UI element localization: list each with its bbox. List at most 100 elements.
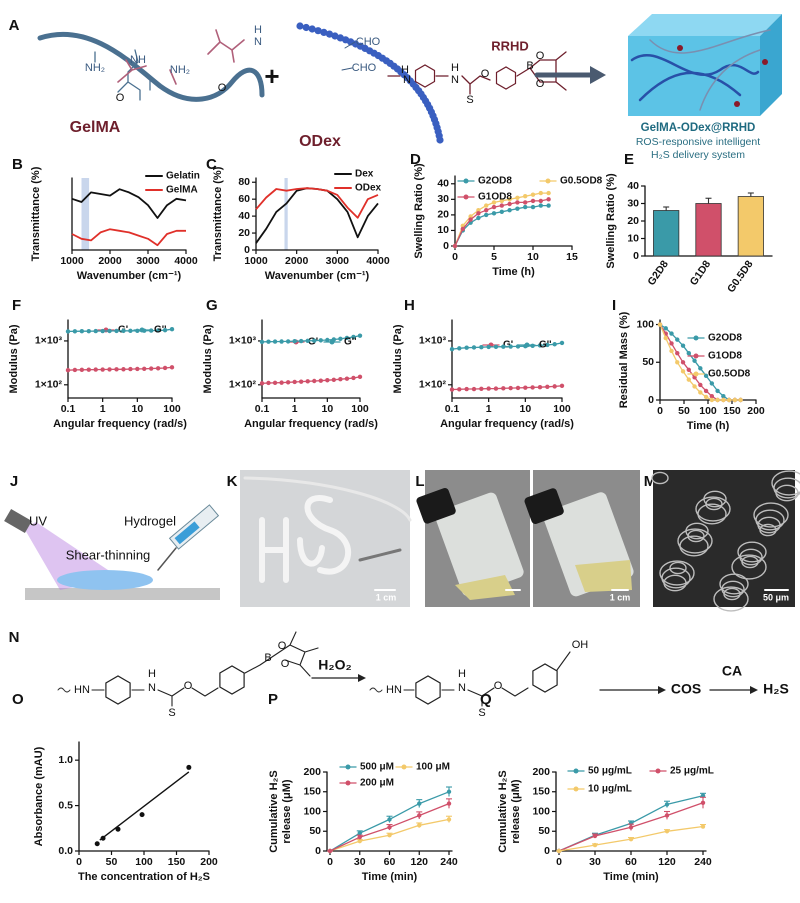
atom-label: N (148, 682, 156, 694)
legend-label: G'' (344, 337, 357, 348)
marker (476, 208, 481, 213)
marker (155, 366, 161, 371)
marker (476, 215, 481, 221)
sem-pore (669, 561, 687, 575)
marker (79, 329, 85, 334)
x-axis-label: Angular frequency (rad/s) (244, 418, 378, 430)
odex-name: ODex (299, 133, 341, 150)
point (94, 841, 100, 847)
y-tick-label: 0.5 (58, 799, 73, 811)
marker (468, 217, 473, 222)
y-tick-label: 60 (238, 193, 250, 205)
marker (552, 384, 557, 389)
marker (692, 384, 697, 389)
atom-label: H (148, 668, 156, 680)
panel-label: K (227, 473, 238, 490)
y-tick-label: 0 (315, 845, 321, 857)
sem-pore (695, 496, 731, 522)
marker (351, 375, 356, 381)
marker (135, 328, 140, 333)
marker (491, 200, 497, 205)
benzene-ring (495, 66, 517, 90)
y-tick-label: 100 (636, 318, 654, 330)
legend-label: G2OD8 (708, 333, 742, 344)
sem-pore (697, 503, 727, 525)
marker (128, 328, 133, 334)
y-tick-label: 100 (303, 805, 321, 817)
y-tick-label: 40 (437, 178, 449, 190)
marker (325, 337, 330, 343)
hydrogel-blob (57, 570, 153, 590)
marker (338, 336, 343, 341)
marker (292, 379, 297, 385)
x-tick-label: 150 (168, 856, 186, 868)
marker (663, 326, 668, 331)
marker (715, 397, 720, 403)
marker (515, 385, 521, 391)
marker (387, 825, 392, 830)
y-tick-label: 80 (238, 176, 250, 188)
marker (417, 801, 422, 806)
x-axis-label: Time (min) (362, 871, 418, 883)
marker (357, 374, 363, 380)
series-line (451, 385, 563, 391)
marker (107, 367, 112, 372)
stroke-line (344, 41, 356, 49)
x-tick-label: 10 (131, 403, 143, 415)
y-axis-label: Cumulative H₂S (268, 770, 280, 853)
atom-label: H (458, 668, 466, 680)
marker (709, 381, 715, 386)
marker (628, 836, 634, 842)
marker (100, 328, 105, 334)
sem-pore (663, 574, 687, 592)
marker (709, 394, 715, 399)
marker (515, 200, 520, 205)
marker (476, 211, 481, 216)
y-tick-label: 1×10³ (229, 335, 257, 347)
y-tick-label: 30 (437, 193, 449, 205)
methacryl (169, 29, 245, 85)
x-tick-label: 0 (76, 856, 82, 868)
marker (318, 338, 324, 343)
legend-label: 25 μg/mL (670, 766, 714, 777)
x-tick-label: 1000 (244, 255, 268, 267)
dextran-bead (331, 32, 339, 40)
marker (449, 387, 455, 392)
y-tick-label: 0.0 (58, 845, 73, 857)
plus-sign: + (264, 61, 279, 91)
sem-pore (719, 573, 749, 595)
y-tick-label: 50 (538, 825, 550, 837)
atom-label: N (403, 74, 411, 86)
marker (72, 367, 78, 373)
x-tick-label: 30 (589, 856, 601, 868)
x-tick-label: 0 (327, 856, 333, 868)
y-tick-label: 150 (303, 786, 321, 798)
marker (675, 360, 680, 365)
marker (169, 365, 175, 370)
gelma-name: GelMA (70, 119, 121, 136)
marker (387, 817, 392, 822)
marker (464, 345, 469, 350)
marker (703, 394, 709, 400)
atom-label: CHO (356, 36, 381, 48)
legend-label: 500 μM (360, 762, 394, 773)
marker (285, 380, 291, 385)
x-tick-label: 0 (452, 251, 458, 263)
marker (628, 825, 634, 830)
legend-label: Dex (355, 169, 374, 180)
marker (738, 397, 743, 403)
marker (530, 204, 536, 210)
marker (538, 203, 543, 208)
marker (538, 190, 543, 196)
atom-label: H (401, 64, 409, 76)
y-tick-label: 20 (238, 227, 250, 239)
marker (692, 358, 697, 363)
series-line (71, 228, 186, 247)
y-tick-label: 20 (437, 209, 449, 221)
y-axis-label: Transmittance (%) (30, 166, 42, 261)
y-axis-label: Residual Mass (%) (618, 311, 630, 408)
atom-label: O (536, 50, 545, 62)
x-tick-label: 60 (625, 856, 637, 868)
marker (148, 366, 154, 371)
marker (499, 198, 504, 204)
